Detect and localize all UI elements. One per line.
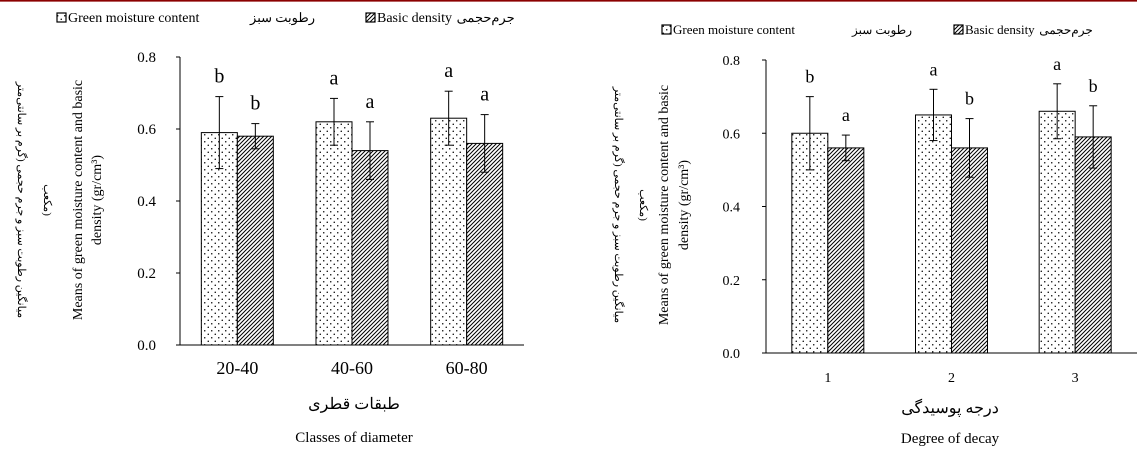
y-axis-label-en-line2: density (gr/cm³) (677, 160, 692, 250)
significance-letter: a (480, 84, 489, 106)
y-tick-label: 0.4 (137, 194, 156, 210)
legend-swatch-basic-density (953, 24, 964, 35)
significance-letter: a (444, 60, 453, 82)
y-tick-label: 0.2 (137, 266, 156, 282)
y-tick-label: 0.4 (723, 201, 741, 216)
legend-label-green-moisture-fa: رطوبت سبز (851, 23, 912, 37)
x-axis-label-fa: درجه پوسیدگی (901, 398, 999, 417)
significance-letter: b (965, 89, 974, 109)
bar-basic-density (466, 142, 504, 346)
legend-label-green-moisture-en: Green moisture content (673, 22, 795, 37)
y-tick-label: 0.2 (723, 274, 741, 289)
y-axis-label-fa-line2: مکعب) (41, 184, 53, 216)
significance-letter: b (1089, 76, 1098, 96)
x-category-label: 40-60 (331, 358, 373, 378)
y-axis-label-fa-line2: مکعب) (637, 189, 649, 221)
x-category-label: 20-40 (216, 358, 258, 378)
chart-panel-diameter: Green moisture content رطوبت سبز Basic den… (15, 10, 524, 446)
bar-basic-density (351, 150, 389, 346)
legend-label-green-moisture-fa: رطوبت سبز (249, 10, 315, 26)
y-tick-label: 0.8 (723, 54, 741, 69)
legend-swatch-basic-density (365, 12, 376, 23)
significance-letter: a (842, 105, 850, 125)
x-axis-label-fa: طبقات قطری (308, 396, 400, 413)
bar-basic-density (951, 147, 988, 354)
legend: Green moisture content رطوبت سبز Basic den… (661, 22, 1093, 37)
bar-basic-density (236, 135, 274, 346)
bar-green-moisture (430, 117, 468, 346)
legend-label-basic-density-fa: جرم‌حجمی (457, 10, 515, 26)
bar-basic-density (1074, 136, 1112, 354)
significance-letter: b (214, 66, 224, 88)
significance-letter: a (366, 91, 375, 113)
bar-green-moisture (1038, 110, 1076, 354)
legend-label-basic-density-en: Basic density (377, 11, 452, 26)
legend-label-basic-density-fa: جرم‌حجمی (1039, 23, 1093, 37)
significance-letter: a (930, 59, 938, 79)
x-axis-label-en: Classes of diameter (295, 430, 412, 446)
significance-letter: a (330, 67, 339, 89)
y-axis-label-en: Means of green moisture content and basi… (71, 80, 86, 320)
legend: Green moisture content رطوبت سبز Basic den… (56, 10, 515, 26)
y-tick-label: 0.6 (137, 122, 156, 138)
x-category-label: 2 (948, 371, 955, 386)
x-category-label: 60-80 (446, 358, 488, 378)
y-tick-label: 0.6 (723, 127, 741, 142)
y-tick-label: 0.8 (137, 50, 156, 66)
y-axis-label-en-line2: density (gr/cm³) (90, 155, 105, 245)
chart-panel-decay: Green moisture content رطوبت سبز Basic den… (612, 22, 1137, 447)
legend-label-basic-density-en: Basic density (965, 22, 1035, 37)
significance-letter: b (805, 67, 814, 87)
bar-green-moisture (915, 114, 952, 354)
x-category-label: 3 (1072, 371, 1079, 386)
significance-letter: a (1053, 54, 1061, 74)
bar-green-moisture (315, 121, 353, 346)
y-axis-label-en: Means of green moisture content and basi… (657, 85, 672, 325)
y-tick-label: 0.0 (137, 338, 156, 354)
legend-label-green-moisture-en: Green moisture content (68, 11, 200, 26)
significance-letter: b (250, 93, 260, 115)
y-axis-label-fa: میانگین رطوبت سبز و جرم حجمی (گرم بر سان… (15, 81, 28, 318)
x-category-label: 1 (824, 371, 831, 386)
legend-swatch-green-moisture (661, 24, 672, 35)
x-axis-label-en: Degree of decay (901, 431, 1000, 447)
y-axis-label-fa: میانگین رطوبت سبز و جرم حجمی (گرم بر سان… (612, 86, 625, 323)
legend-swatch-green-moisture (56, 12, 67, 23)
bar-basic-density (827, 147, 865, 354)
y-tick-label: 0.0 (723, 347, 741, 362)
